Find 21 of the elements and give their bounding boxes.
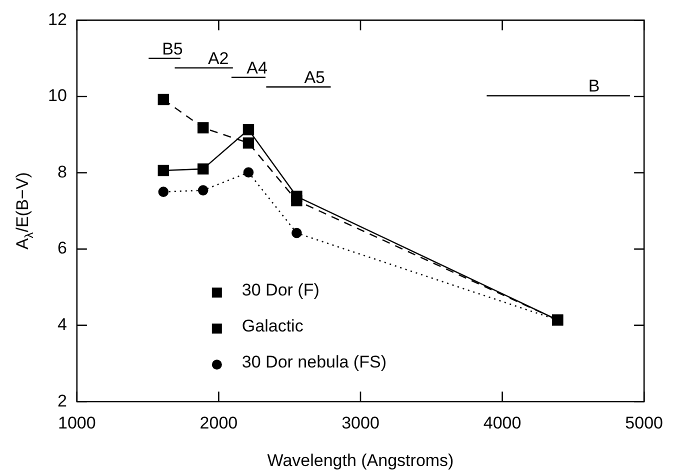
y-tick-label: 4 bbox=[57, 315, 67, 334]
x-tick-label: 5000 bbox=[625, 413, 664, 432]
x-tick-label: 2000 bbox=[200, 413, 238, 432]
x-tick-label: 3000 bbox=[342, 413, 380, 432]
y-tick-label: 2 bbox=[57, 391, 67, 410]
y-axis-title: Aλ/E(B−V) bbox=[13, 172, 36, 250]
series-label: A2 bbox=[208, 48, 229, 68]
legend-label: Galactic bbox=[242, 316, 304, 336]
legend-label: 30 Dor (F) bbox=[242, 280, 320, 300]
y-tick-label: 8 bbox=[57, 162, 67, 182]
legend-label: 30 Dor nebula (FS) bbox=[242, 352, 386, 372]
series-label: A4 bbox=[246, 58, 268, 78]
series-label: B bbox=[588, 76, 600, 96]
y-tick-label: 10 bbox=[48, 86, 67, 106]
x-tick-label: 4000 bbox=[483, 413, 522, 432]
series-label: B5 bbox=[162, 39, 183, 58]
series-label: A5 bbox=[304, 68, 325, 87]
y-tick-label: 6 bbox=[57, 238, 67, 258]
x-axis-title: Wavelength (Angstroms) bbox=[267, 451, 454, 470]
x-tick-label: 1000 bbox=[58, 413, 96, 432]
y-tick-label: 12 bbox=[48, 10, 67, 29]
